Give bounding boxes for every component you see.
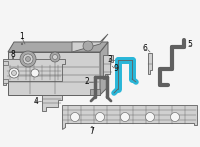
Circle shape xyxy=(96,112,105,122)
Circle shape xyxy=(53,55,58,60)
Circle shape xyxy=(23,54,33,64)
Text: 7: 7 xyxy=(90,127,94,137)
Polygon shape xyxy=(8,42,108,52)
Circle shape xyxy=(35,100,37,102)
Circle shape xyxy=(9,68,19,78)
Circle shape xyxy=(170,112,180,122)
Circle shape xyxy=(91,126,93,128)
Text: 3: 3 xyxy=(108,55,112,64)
Circle shape xyxy=(83,41,93,51)
Circle shape xyxy=(20,51,36,67)
Text: 6: 6 xyxy=(143,44,147,52)
Polygon shape xyxy=(3,61,8,65)
Circle shape xyxy=(115,67,117,69)
Circle shape xyxy=(109,59,111,61)
Polygon shape xyxy=(103,55,113,79)
Text: 1: 1 xyxy=(20,31,24,41)
Polygon shape xyxy=(100,42,108,95)
Text: 9: 9 xyxy=(114,64,118,72)
Circle shape xyxy=(12,71,17,76)
Polygon shape xyxy=(8,52,100,95)
Polygon shape xyxy=(62,105,197,129)
Polygon shape xyxy=(72,34,108,52)
Circle shape xyxy=(144,49,146,51)
Polygon shape xyxy=(3,59,65,85)
Text: 5: 5 xyxy=(188,40,192,49)
Text: 8: 8 xyxy=(11,50,15,59)
Circle shape xyxy=(146,112,154,122)
Circle shape xyxy=(26,56,31,61)
Circle shape xyxy=(31,69,39,77)
Circle shape xyxy=(50,52,60,62)
Circle shape xyxy=(12,57,14,59)
Circle shape xyxy=(21,43,23,45)
Text: 4: 4 xyxy=(34,96,38,106)
Polygon shape xyxy=(148,53,152,74)
Text: 2: 2 xyxy=(85,76,89,86)
Circle shape xyxy=(71,112,80,122)
Polygon shape xyxy=(42,95,62,111)
Circle shape xyxy=(189,45,191,47)
Circle shape xyxy=(120,112,130,122)
Polygon shape xyxy=(90,89,100,95)
Polygon shape xyxy=(3,79,8,83)
Circle shape xyxy=(86,81,88,83)
